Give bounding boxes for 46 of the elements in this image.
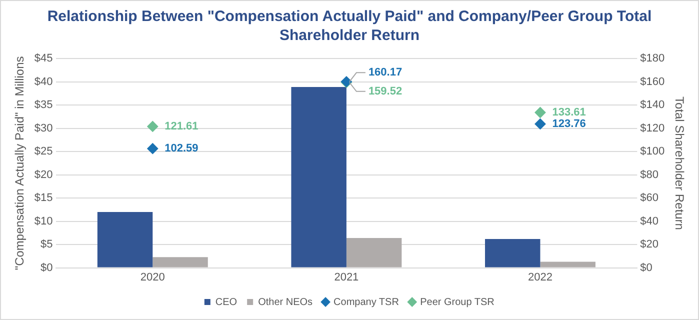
legend-label: Peer Group TSR bbox=[420, 296, 494, 308]
y2-tick-label: $0 bbox=[640, 262, 652, 274]
point bbox=[147, 143, 158, 154]
point bbox=[147, 120, 158, 132]
y2-tick-label: $20 bbox=[640, 238, 658, 251]
data-label: 102.59 bbox=[164, 142, 198, 155]
data-label: 160.17 bbox=[368, 66, 402, 79]
data-label: 133.61 bbox=[552, 106, 586, 119]
legend-label: Company TSR bbox=[334, 296, 399, 308]
bar bbox=[291, 86, 346, 268]
x-tick-label: 2020 bbox=[140, 271, 165, 284]
y-tick-label: $30 bbox=[34, 122, 53, 134]
legend-label: Other NEOs bbox=[258, 296, 313, 308]
bar bbox=[152, 257, 208, 268]
y-tick-label: $10 bbox=[34, 215, 53, 228]
y2-tick-label: $40 bbox=[640, 215, 658, 228]
y2-tick-label: $180 bbox=[640, 52, 665, 65]
bar bbox=[540, 262, 596, 268]
y2-tick-label: $160 bbox=[640, 76, 665, 88]
y-tick-label: $25 bbox=[34, 146, 53, 158]
y2-tick-label: $80 bbox=[640, 168, 658, 181]
y-tick-label: $0 bbox=[40, 262, 53, 274]
y-tick-label: $15 bbox=[34, 192, 53, 204]
y2-tick-label: $120 bbox=[640, 122, 665, 134]
data-label: 121.61 bbox=[164, 120, 198, 132]
bar bbox=[485, 238, 540, 268]
point bbox=[534, 107, 546, 118]
y2-tick-label: $140 bbox=[640, 99, 665, 112]
data-label: 159.52 bbox=[368, 85, 402, 98]
y2-tick-label: $60 bbox=[640, 192, 658, 204]
chart-title: Relationship Between "Compensation Actually Paid" and Company/Peer Group Total Shareholder Return bbox=[46, 7, 653, 45]
y-tick-label: $20 bbox=[34, 168, 53, 181]
y-axis-title: "Compensation Actually Paid" in Millions bbox=[12, 56, 27, 270]
y-tick-label: $35 bbox=[34, 99, 53, 112]
y-tick-label: $5 bbox=[40, 238, 53, 251]
bar bbox=[97, 212, 153, 268]
y2-tick-label: $100 bbox=[640, 146, 665, 158]
y-tick-label: $40 bbox=[34, 76, 53, 88]
y2-axis-title: Total Shareholder Return bbox=[672, 96, 686, 230]
bar bbox=[346, 238, 402, 268]
legend-label: CEO bbox=[215, 296, 238, 308]
point bbox=[534, 118, 546, 130]
y-tick-label: $45 bbox=[34, 52, 53, 65]
x-tick-label: 2021 bbox=[334, 271, 359, 284]
x-tick-label: 2022 bbox=[528, 271, 552, 284]
data-label: 123.76 bbox=[552, 118, 586, 130]
